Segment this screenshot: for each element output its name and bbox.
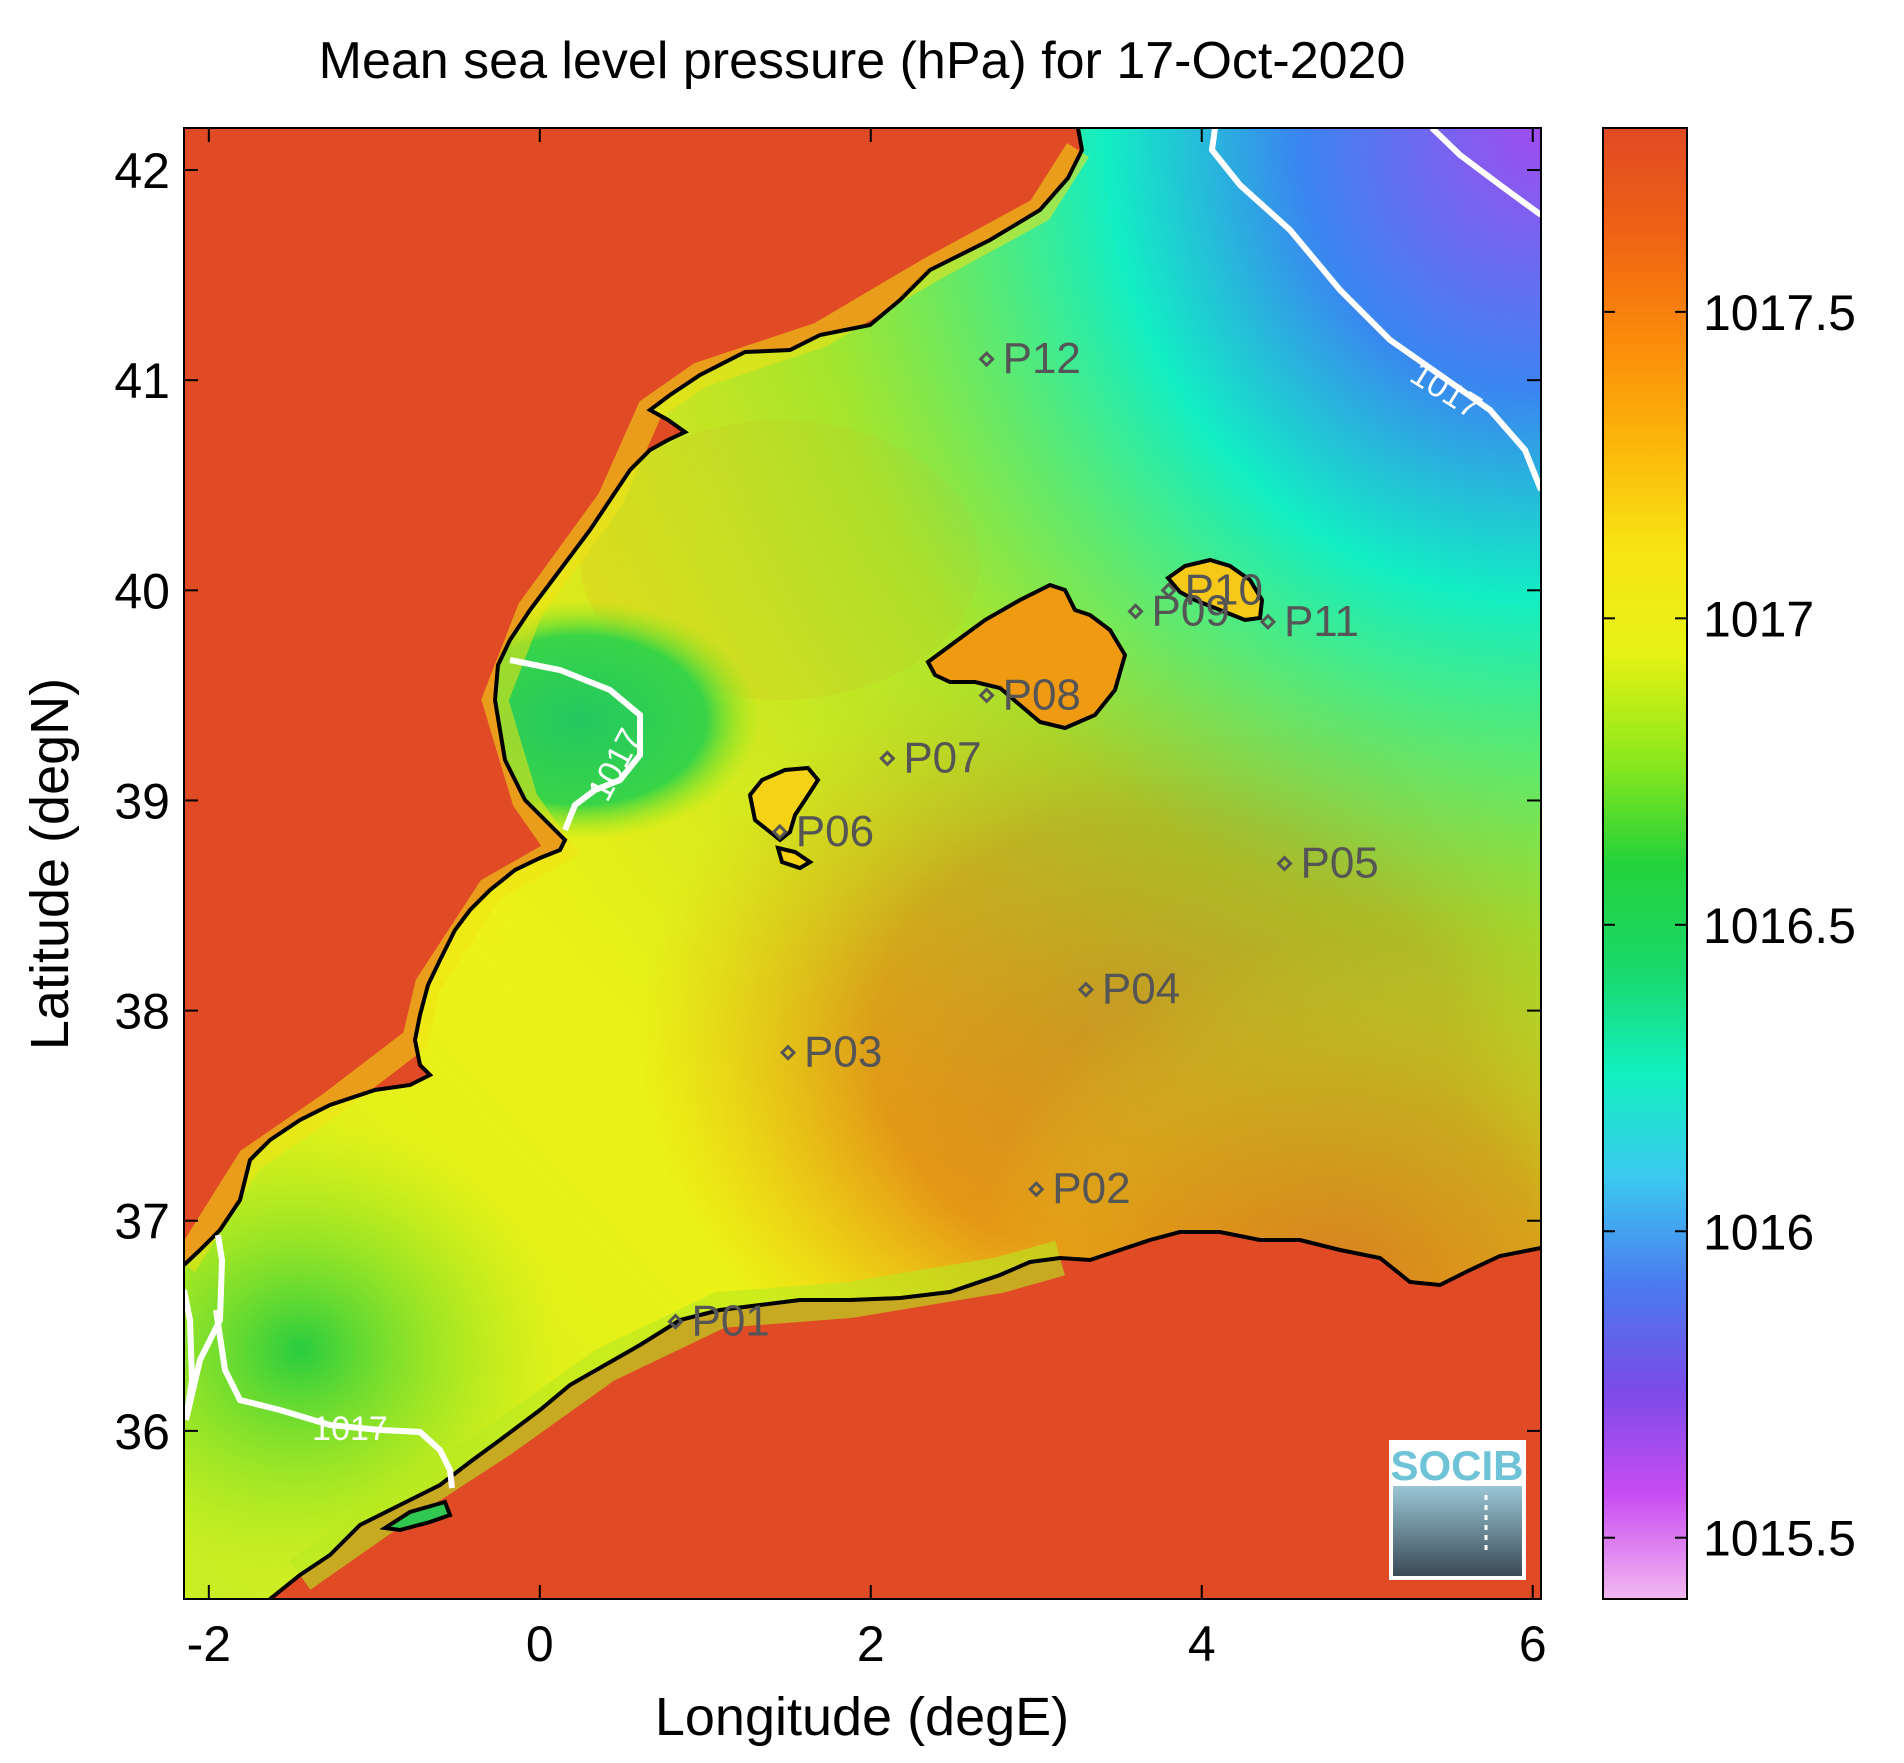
- x-axis-label: Longitude (degE): [655, 1687, 1069, 1747]
- station-label: P09: [1152, 586, 1230, 635]
- station-label: P12: [1003, 334, 1081, 383]
- station-marker: [771, 823, 788, 841]
- colorbar-tick-label: 1017.5: [1703, 285, 1856, 341]
- pressure-field: 1017 1017 1017 SOCIB P01P02P03P04P05P06P…: [184, 128, 1541, 1599]
- alboran-island: [379, 1499, 453, 1533]
- station-label: P11: [1284, 597, 1359, 646]
- station-marker: [978, 351, 995, 368]
- colorbar-tick-label: 1017: [1703, 591, 1814, 647]
- station-label: P08: [1003, 670, 1081, 719]
- y-tick-label: 39: [114, 773, 170, 829]
- station-p06: P06: [771, 807, 874, 856]
- formentera: [775, 845, 814, 871]
- station-marker: [978, 687, 995, 704]
- station-p12: P12: [978, 334, 1081, 383]
- station-p08: P08: [978, 670, 1081, 719]
- contour-1017-valencia: [509, 657, 643, 832]
- station-label: P06: [796, 807, 874, 856]
- contour-1017-northeast: [1208, 128, 1541, 492]
- africa-land: [270, 1232, 1541, 1599]
- x-tick-label: 4: [1188, 1616, 1216, 1672]
- x-axis: -2 0 2 4 6: [187, 128, 1547, 1672]
- station-marker: [1028, 1181, 1045, 1198]
- colorbar-tick-label: 1016: [1703, 1204, 1814, 1260]
- station-marker: [1160, 582, 1177, 599]
- station-label: P03: [804, 1028, 882, 1077]
- station-p02: P02: [1028, 1164, 1131, 1213]
- y-tick-label: 37: [114, 1194, 170, 1250]
- colorbar-tick-label: 1015.5: [1703, 1511, 1856, 1567]
- x-tick-label: 0: [526, 1616, 554, 1672]
- y-axis-label: Latitude (degN): [20, 678, 80, 1050]
- y-tick-label: 38: [114, 984, 170, 1040]
- x-tick-label: -2: [187, 1616, 231, 1672]
- station-marker: [1127, 603, 1144, 620]
- menorca: [1165, 557, 1265, 623]
- station-marker: [779, 1044, 797, 1061]
- contour-label-alboran: 1017: [312, 1410, 388, 1448]
- colorbar-tick-label: 1016.5: [1703, 898, 1856, 954]
- station-p11: P11: [1259, 597, 1359, 646]
- colorbar-ticks: 1015.5 1016 1016.5 1017 1017.5: [1603, 285, 1856, 1567]
- y-tick-label: 40: [114, 563, 170, 619]
- contour-1017-alboran: [184, 1234, 455, 1489]
- station-p10: P10: [1160, 565, 1263, 614]
- ibiza: [747, 765, 821, 843]
- station-label: P02: [1052, 1164, 1130, 1213]
- station-label: P10: [1185, 565, 1263, 614]
- y-tick-label: 42: [114, 143, 170, 199]
- iberia-coastline: [184, 128, 1085, 1267]
- africa-coastal-fringe: [289, 1240, 1065, 1590]
- station-label: P07: [903, 733, 981, 782]
- station-p04: P04: [1077, 965, 1180, 1014]
- station-marker: [879, 750, 896, 767]
- iberia-land: [184, 128, 1082, 1265]
- contour-1017-northeast-corner: [1429, 128, 1541, 218]
- africa-coastline: [268, 1230, 1541, 1599]
- station-p05: P05: [1276, 839, 1379, 888]
- colorbar: [1602, 127, 1688, 1600]
- station-marker: [1077, 981, 1095, 998]
- y-tick-label: 41: [114, 353, 170, 409]
- station-label: P04: [1102, 965, 1180, 1014]
- plot-frame: [183, 127, 1542, 1600]
- station-marker: [667, 1313, 684, 1330]
- chart-title: Mean sea level pressure (hPa) for 17-Oct…: [319, 32, 1406, 90]
- station-p07: P07: [879, 733, 982, 782]
- station-p01: P01: [667, 1297, 770, 1346]
- x-tick-label: 6: [1519, 1616, 1547, 1672]
- y-tick-label: 36: [114, 1404, 170, 1460]
- socib-logo-text: SOCIB: [1390, 1442, 1523, 1489]
- station-label: P01: [691, 1297, 769, 1346]
- station-p03: P03: [779, 1028, 882, 1077]
- y-axis: 36 37 38 39 40 41 42: [114, 143, 1541, 1460]
- mallorca: [925, 582, 1128, 731]
- socib-logo: SOCIB: [1389, 1440, 1526, 1580]
- station-marker: [1276, 855, 1293, 872]
- station-marker: [1259, 613, 1277, 630]
- station-p09: P09: [1127, 586, 1230, 635]
- x-tick-label: 2: [857, 1616, 885, 1672]
- station-label: P05: [1300, 839, 1378, 888]
